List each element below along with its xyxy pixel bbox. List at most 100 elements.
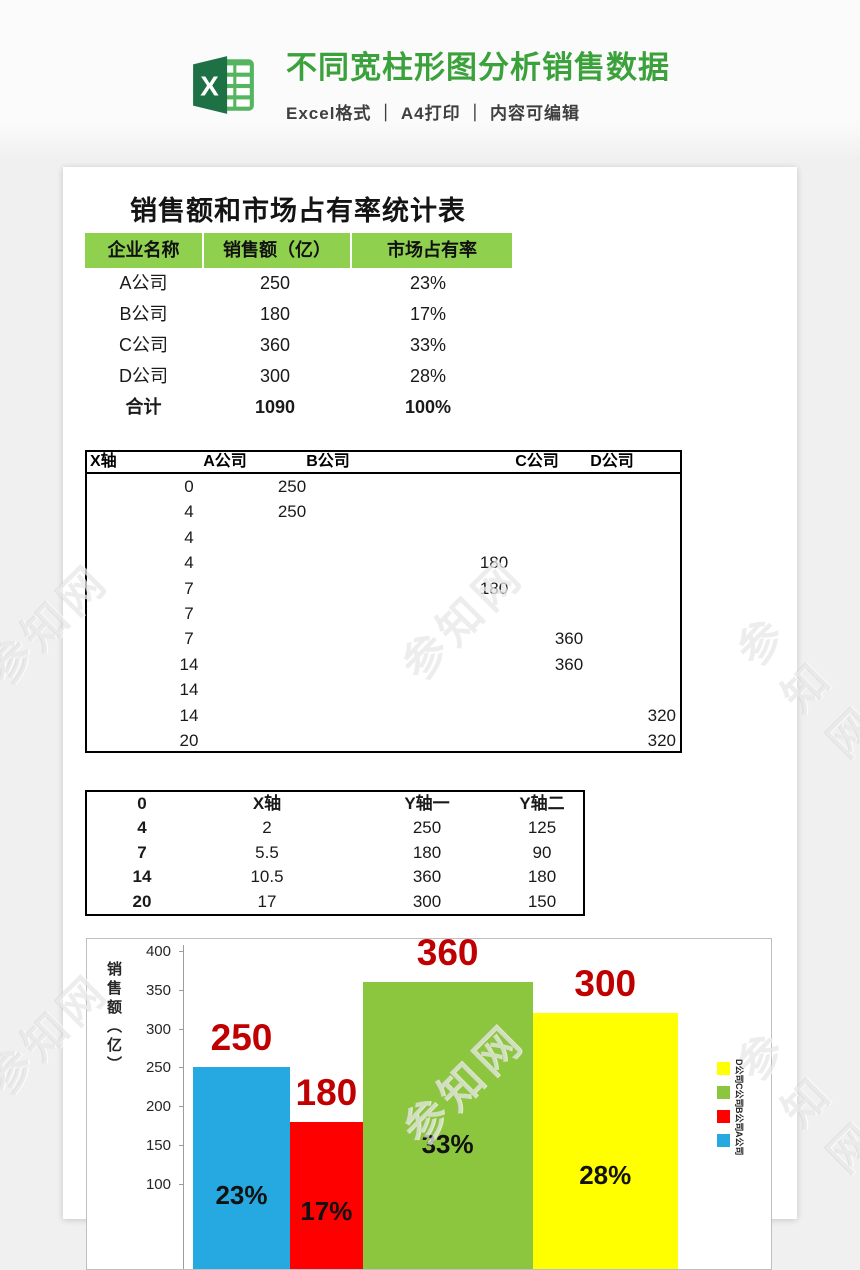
stats-cell: C公司: [85, 330, 202, 361]
bar-percent-label: 33%: [388, 1131, 508, 1157]
calc-cell: 90: [533, 841, 552, 865]
calc-cell: 5.5: [255, 841, 279, 865]
stats-total-cell: 100%: [348, 392, 508, 423]
page-subtitle: Excel格式 ｜ A4打印 ｜ 内容可编辑: [286, 99, 670, 124]
axis-header-cell: B公司: [306, 452, 350, 472]
axis-cell: 14: [180, 652, 199, 677]
calc-cell: 7: [137, 841, 146, 865]
svg-text:X: X: [200, 70, 219, 101]
legend-label: A公司: [733, 1131, 746, 1156]
y-tick-mark: [179, 1067, 184, 1068]
stats-total-cell: 1090: [202, 392, 348, 423]
stats-cell: 300: [202, 361, 348, 392]
y-tick-label: 350: [131, 983, 171, 998]
bar-value-label: 300: [535, 965, 675, 1003]
stats-cell: B公司: [85, 299, 202, 330]
calc-cell: 17: [258, 890, 277, 914]
chart-bar-D公司: [533, 1013, 679, 1270]
axis-cell: 180: [480, 576, 508, 601]
axis-header-cell: X轴: [90, 452, 117, 472]
stats-table-title: 销售额和市场占有率统计表: [130, 189, 466, 228]
legend-label: C公司: [733, 1083, 746, 1108]
y-tick-mark: [179, 990, 184, 991]
stats-total-cell: 合计: [85, 392, 202, 423]
stats-cell: D公司: [85, 361, 202, 392]
axis-cell: 4: [184, 525, 193, 550]
table-row: 4: [87, 525, 680, 550]
y-tick-label: 250: [131, 1060, 171, 1075]
calc-cell: 360: [413, 865, 441, 889]
axis-cell: 250: [278, 474, 306, 499]
table-row: 7: [87, 601, 680, 626]
calc-cell: 180: [413, 841, 441, 865]
y-tick-label: 150: [131, 1138, 171, 1153]
calc-cell: 180: [528, 865, 556, 889]
legend-label: D公司: [733, 1059, 746, 1084]
y-tick-mark: [179, 951, 184, 952]
stats-table-header-row: 企业名称销售额（亿）市场占有率: [85, 233, 510, 268]
axis-header-cell: A公司: [203, 452, 247, 472]
bar-percent-label: 28%: [545, 1162, 665, 1188]
page-title: 不同宽柱形图分析销售数据: [286, 42, 670, 87]
stats-cell: 250: [202, 268, 348, 299]
calc-cell: 4: [137, 816, 146, 840]
axis-cell: 320: [648, 728, 676, 753]
y-tick-mark: [179, 1145, 184, 1146]
calc-cell: Y轴一: [404, 792, 449, 816]
calc-cell: 14: [133, 865, 152, 889]
axis-cell: 4: [184, 550, 193, 575]
stats-header-cell: 企业名称: [85, 233, 202, 268]
table-row: 14: [87, 677, 680, 702]
stats-header-cell: 销售额（亿）: [204, 233, 350, 268]
table-row: 14 10.5 360 180: [87, 865, 583, 889]
calc-cell: 300: [413, 890, 441, 914]
y-tick-mark: [179, 1106, 184, 1107]
calc-cell: 10.5: [250, 865, 283, 889]
stats-cell: 23%: [348, 268, 508, 299]
calc-cell: Y轴二: [519, 792, 564, 816]
stats-cell: 17%: [348, 299, 508, 330]
calc-cell: X轴: [253, 792, 281, 816]
axis-cell: 14: [180, 677, 199, 702]
stats-header-cell: 市场占有率: [352, 233, 512, 268]
calc-cell: 150: [528, 890, 556, 914]
template-header: X 不同宽柱形图分析销售数据 Excel格式 ｜ A4打印 ｜ 内容可编辑: [0, 42, 860, 124]
axis-cell: 320: [648, 703, 676, 728]
axis-cell: 360: [555, 626, 583, 651]
table-row: 14 360: [87, 652, 680, 677]
y-tick-label: 200: [131, 1099, 171, 1114]
axis-cell: 0: [184, 474, 193, 499]
axis-cell: 250: [278, 499, 306, 524]
legend-swatch: [717, 1062, 730, 1075]
axis-cell: 20: [180, 728, 199, 753]
legend-swatch: [717, 1134, 730, 1147]
table-row: 20 320: [87, 728, 680, 753]
legend-label: B公司: [733, 1107, 746, 1132]
y-tick-label: 400: [131, 944, 171, 959]
y-axis-title: 销售额（亿）: [103, 961, 124, 1075]
axis-cell: 360: [555, 652, 583, 677]
table-row: 7 5.5 180 90: [87, 841, 583, 865]
axis-header-cell: D公司: [590, 452, 634, 472]
stats-cell: 360: [202, 330, 348, 361]
legend-swatch: [717, 1110, 730, 1123]
axis-cell: 7: [184, 601, 193, 626]
stats-cell: 33%: [348, 330, 508, 361]
stats-cell: A公司: [85, 268, 202, 299]
